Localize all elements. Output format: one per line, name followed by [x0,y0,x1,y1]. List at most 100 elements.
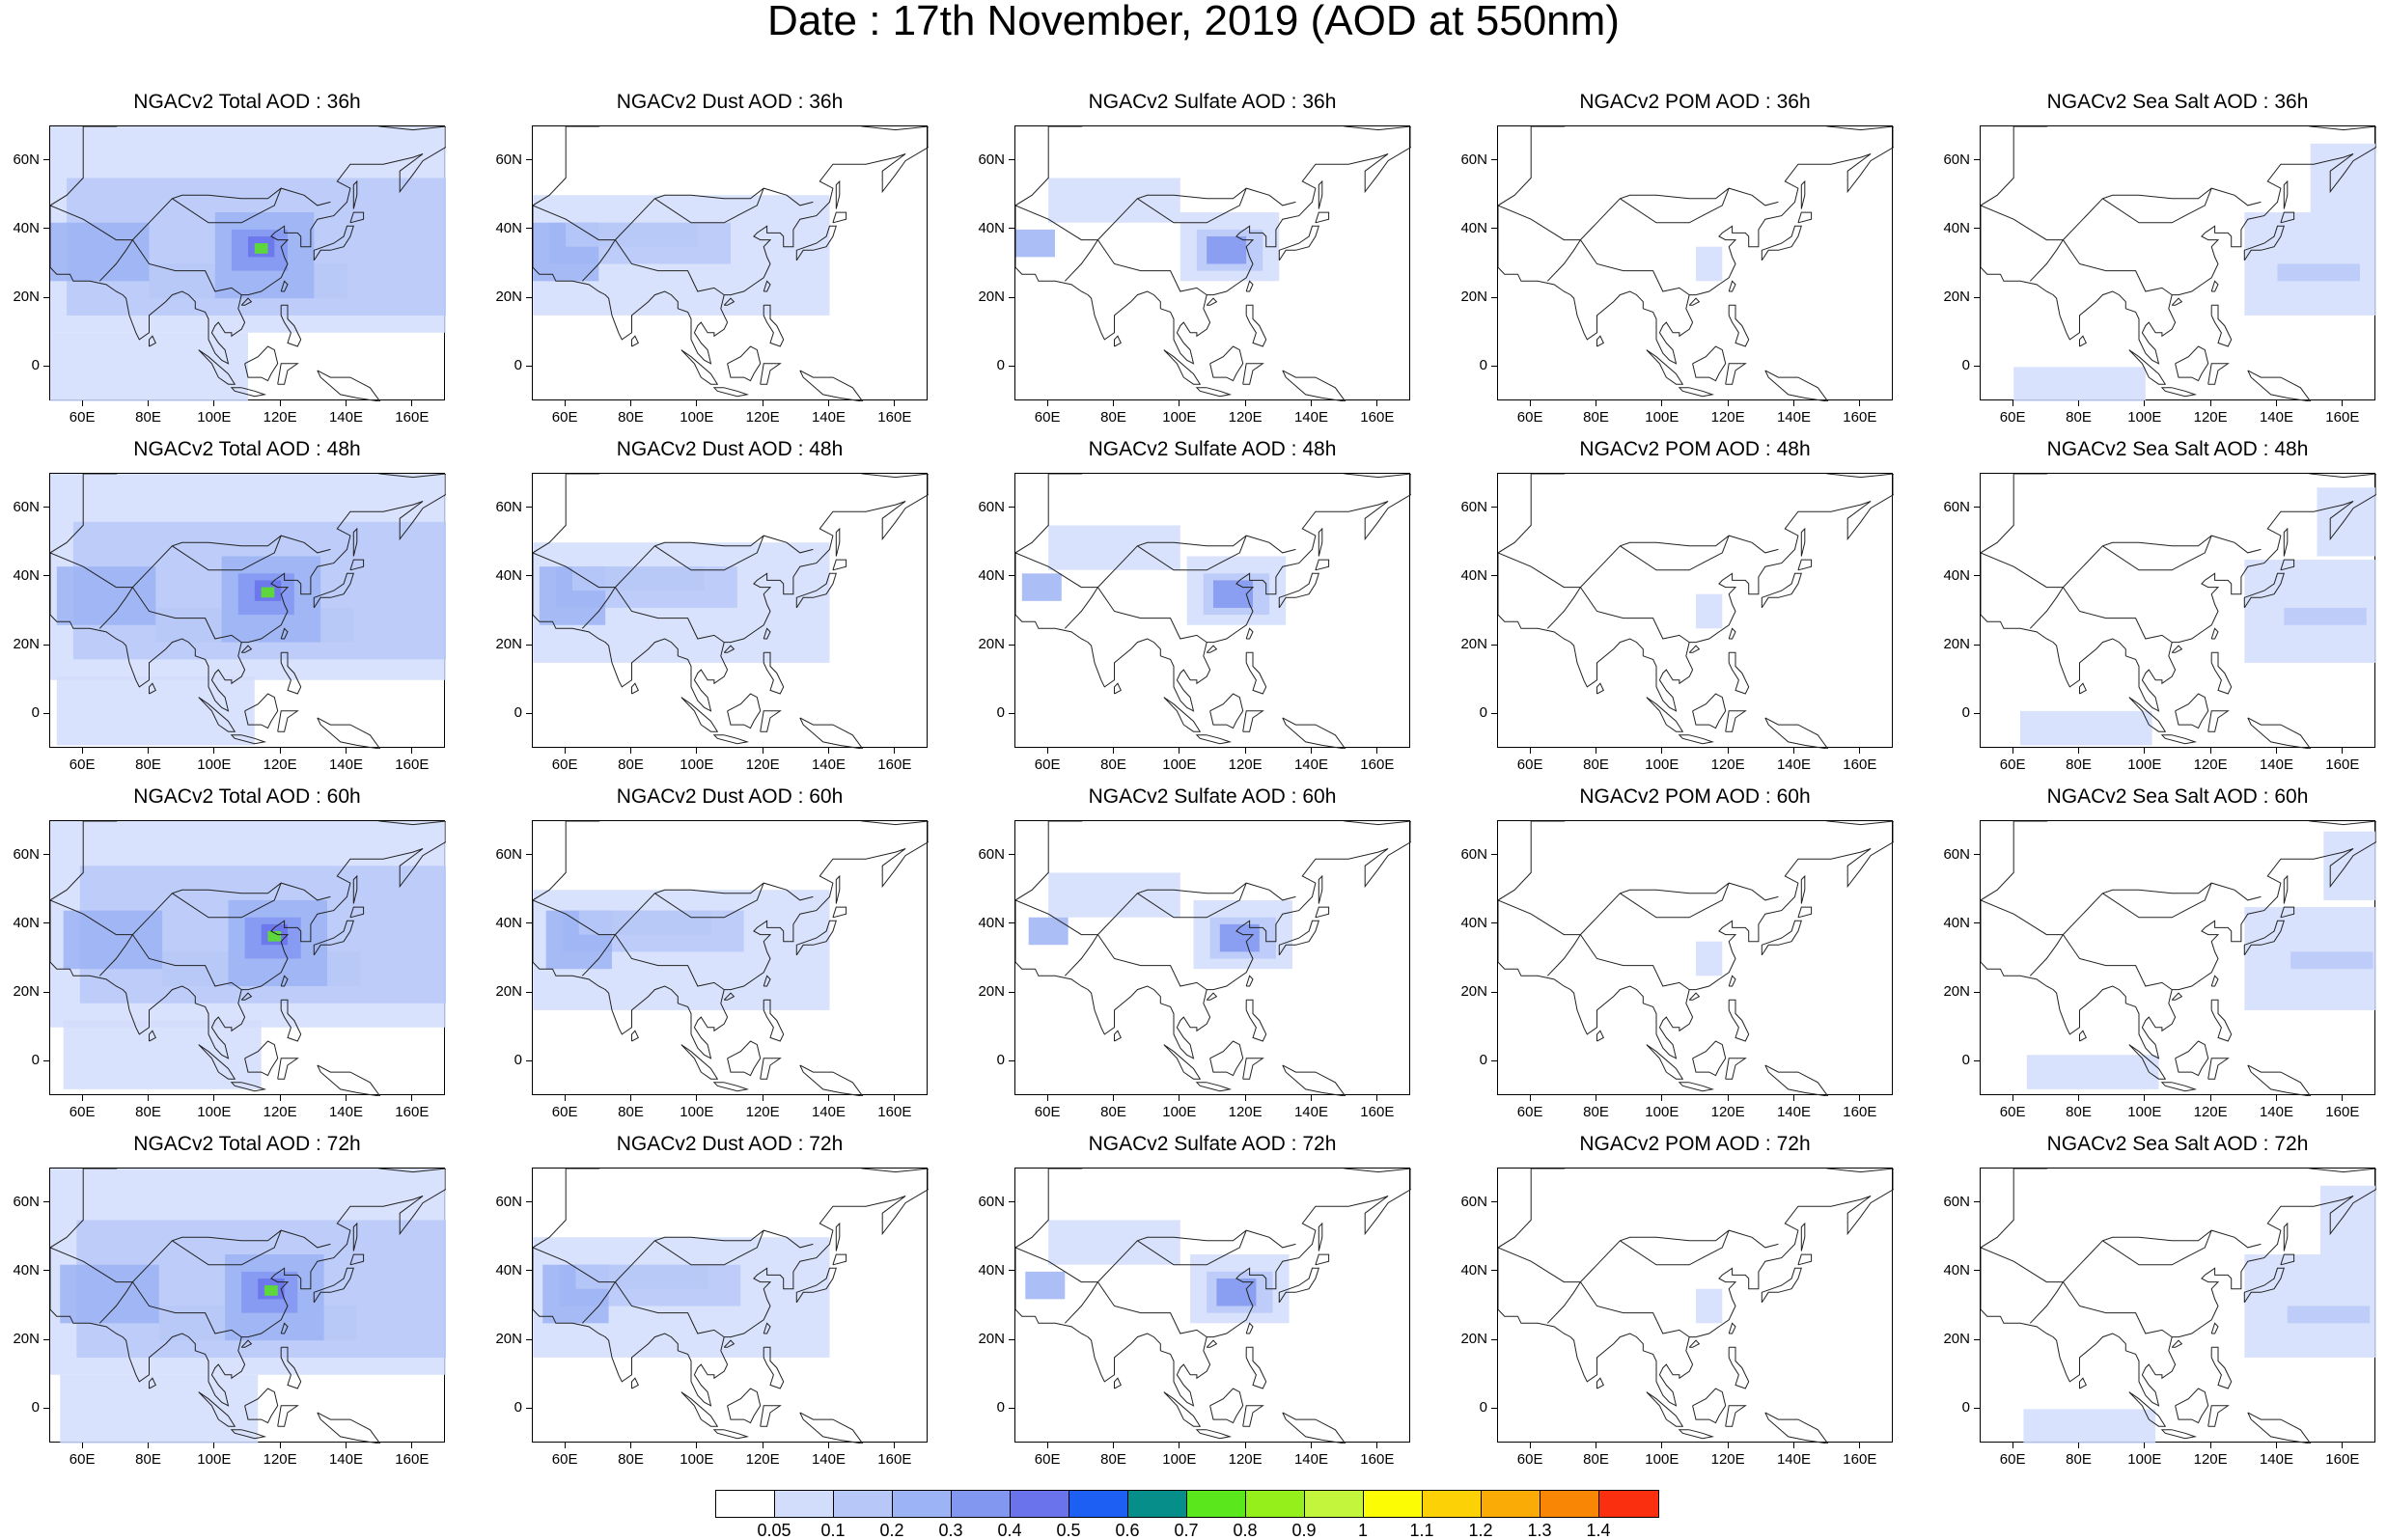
coastline [1800,1222,1806,1251]
x-tick [1793,748,1794,754]
y-tick-label: 60N [1460,498,1487,515]
y-tick [1974,991,1980,993]
x-tick [1046,1095,1048,1101]
coastline [760,1058,782,1080]
y-tick [1009,922,1014,924]
coastline [615,882,814,935]
y-tick [526,922,532,924]
x-tick [1793,400,1794,406]
y-tick-label: 20N [978,1331,1005,1348]
y-tick [1491,712,1497,714]
panel-title: NGACv2 POM AOD : 48h [1579,438,1811,460]
coastline [1097,1229,1296,1282]
colorbar-swatch [834,1491,893,1517]
x-tick-label: 60E [69,1104,96,1120]
coastline [1195,1429,1233,1440]
panel-title: NGACv2 Sulfate AOD : 60h [1088,785,1337,808]
coastline [1318,1222,1323,1251]
x-tick [411,748,413,754]
colorbar-label: 1.1 [1409,1521,1434,1540]
map-panel-dust-60h [532,820,929,1096]
aod-field-region [2020,710,2152,746]
x-tick [213,748,215,754]
x-tick [564,748,566,754]
x-tick-label: 60E [1516,409,1543,426]
x-tick [1727,1443,1729,1448]
aod-field-region [575,1264,708,1289]
coastline [1725,1058,1747,1080]
y-tick [1009,1059,1014,1061]
coastline [1981,474,2376,712]
x-tick [1244,400,1246,406]
y-tick [1009,991,1014,993]
colorbar-swatch [1305,1491,1364,1517]
x-tick [894,400,896,406]
x-tick-label: 120E [1710,1104,1745,1120]
aod-field-region [56,676,255,746]
x-tick-label: 140E [328,409,364,426]
coastline [2280,906,2295,919]
coastline [1242,1405,1264,1427]
coastline [712,387,750,398]
y-tick [526,1059,532,1061]
y-tick [1009,854,1014,856]
y-tick-label: 20N [495,289,522,306]
y-tick-label: 0 [513,704,522,722]
coastline [2283,874,2289,904]
coastline [149,1030,156,1042]
aod-field-region [2310,143,2376,213]
coastline [1725,363,1747,385]
x-tick [1661,748,1663,754]
coastline [2029,587,2064,629]
y-tick-label: 20N [495,1331,522,1348]
y-tick-label: 20N [495,983,522,1001]
coastline [1245,280,1254,292]
colorbar-swatch [775,1491,834,1517]
colorbar-swatch [893,1491,952,1517]
y-tick [1974,575,1980,577]
x-tick-label: 60E [1034,1104,1061,1120]
x-tick [1661,1443,1663,1448]
coastline [277,363,299,385]
coastline [244,693,279,729]
y-tick [1974,644,1980,646]
y-tick [43,1201,49,1203]
coastline [349,906,365,919]
y-tick [526,644,532,646]
y-tick-label: 40N [1460,914,1487,931]
coastline [2243,572,2285,609]
coastline [1278,1267,1319,1304]
x-tick [696,1443,698,1448]
x-tick [630,1095,631,1101]
coastline [1137,882,1247,919]
x-tick [1046,400,1048,406]
coastline [50,126,446,365]
coastline [763,999,785,1042]
coastline [172,1229,282,1266]
map-panel-total-60h [49,820,446,1096]
coastline [2210,304,2233,347]
coastline [1114,682,1122,695]
coastline [680,697,719,732]
colorbar-swatch [716,1491,775,1517]
map-panel-pom-36h [1497,125,1894,401]
coastline [280,651,302,695]
x-tick-label: 140E [1776,756,1812,773]
x-tick [1859,1095,1861,1101]
coastline [132,187,331,240]
coastline [1278,920,1319,956]
colorbar-label: 0.6 [1115,1521,1140,1540]
x-tick-label: 60E [551,1104,578,1120]
coastline [680,1391,719,1427]
x-tick [1244,748,1246,754]
x-tick [894,748,896,754]
y-tick-label: 40N [1460,1261,1487,1279]
x-tick-label: 80E [135,1104,161,1120]
coastline [2160,1082,2198,1092]
coastline [1064,239,1098,282]
y-tick-label: 0 [996,704,1005,722]
coastline [1596,1377,1604,1389]
y-tick-label: 60N [495,1193,522,1210]
x-tick-label: 80E [2066,1451,2092,1468]
coastline [2128,1044,2167,1080]
